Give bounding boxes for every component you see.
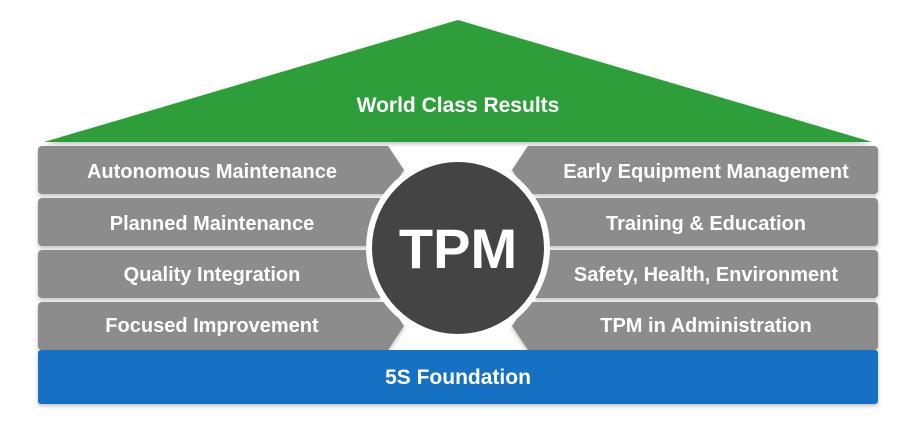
pillar-left-4 <box>38 302 404 350</box>
pillar-right-label-4: TPM in Administration <box>600 315 811 337</box>
pillar-right-label-2: Training & Education <box>606 213 806 235</box>
roof-triangle <box>44 20 872 142</box>
pillar-right-2 <box>524 198 878 246</box>
foundation-bar <box>38 350 878 404</box>
foundation-label: 5S Foundation <box>385 366 531 389</box>
pillar-left-label-2: Planned Maintenance <box>110 213 315 235</box>
pillar-left-label-1: Autonomous Maintenance <box>87 161 337 183</box>
pillars-right: Early Equipment Management Training & Ed… <box>512 146 878 350</box>
pillar-right-label-1: Early Equipment Management <box>563 161 849 183</box>
tpm-label: TPM <box>399 217 517 280</box>
roof-label: World Class Results <box>357 94 560 117</box>
pillar-left-2 <box>38 198 392 246</box>
pillar-left-label-4: Focused Improvement <box>105 315 319 337</box>
pillar-left-label-3: Quality Integration <box>124 264 301 286</box>
pillar-right-3 <box>524 250 878 298</box>
pillar-right-1 <box>512 146 878 194</box>
pillar-right-4 <box>512 302 878 350</box>
pillars-left: Autonomous Maintenance Planned Maintenan… <box>38 146 404 350</box>
pillar-left-3 <box>38 250 392 298</box>
pillar-right-label-3: Safety, Health, Environment <box>574 264 838 286</box>
tpm-circle <box>372 162 544 334</box>
pillar-left-1 <box>38 146 404 194</box>
